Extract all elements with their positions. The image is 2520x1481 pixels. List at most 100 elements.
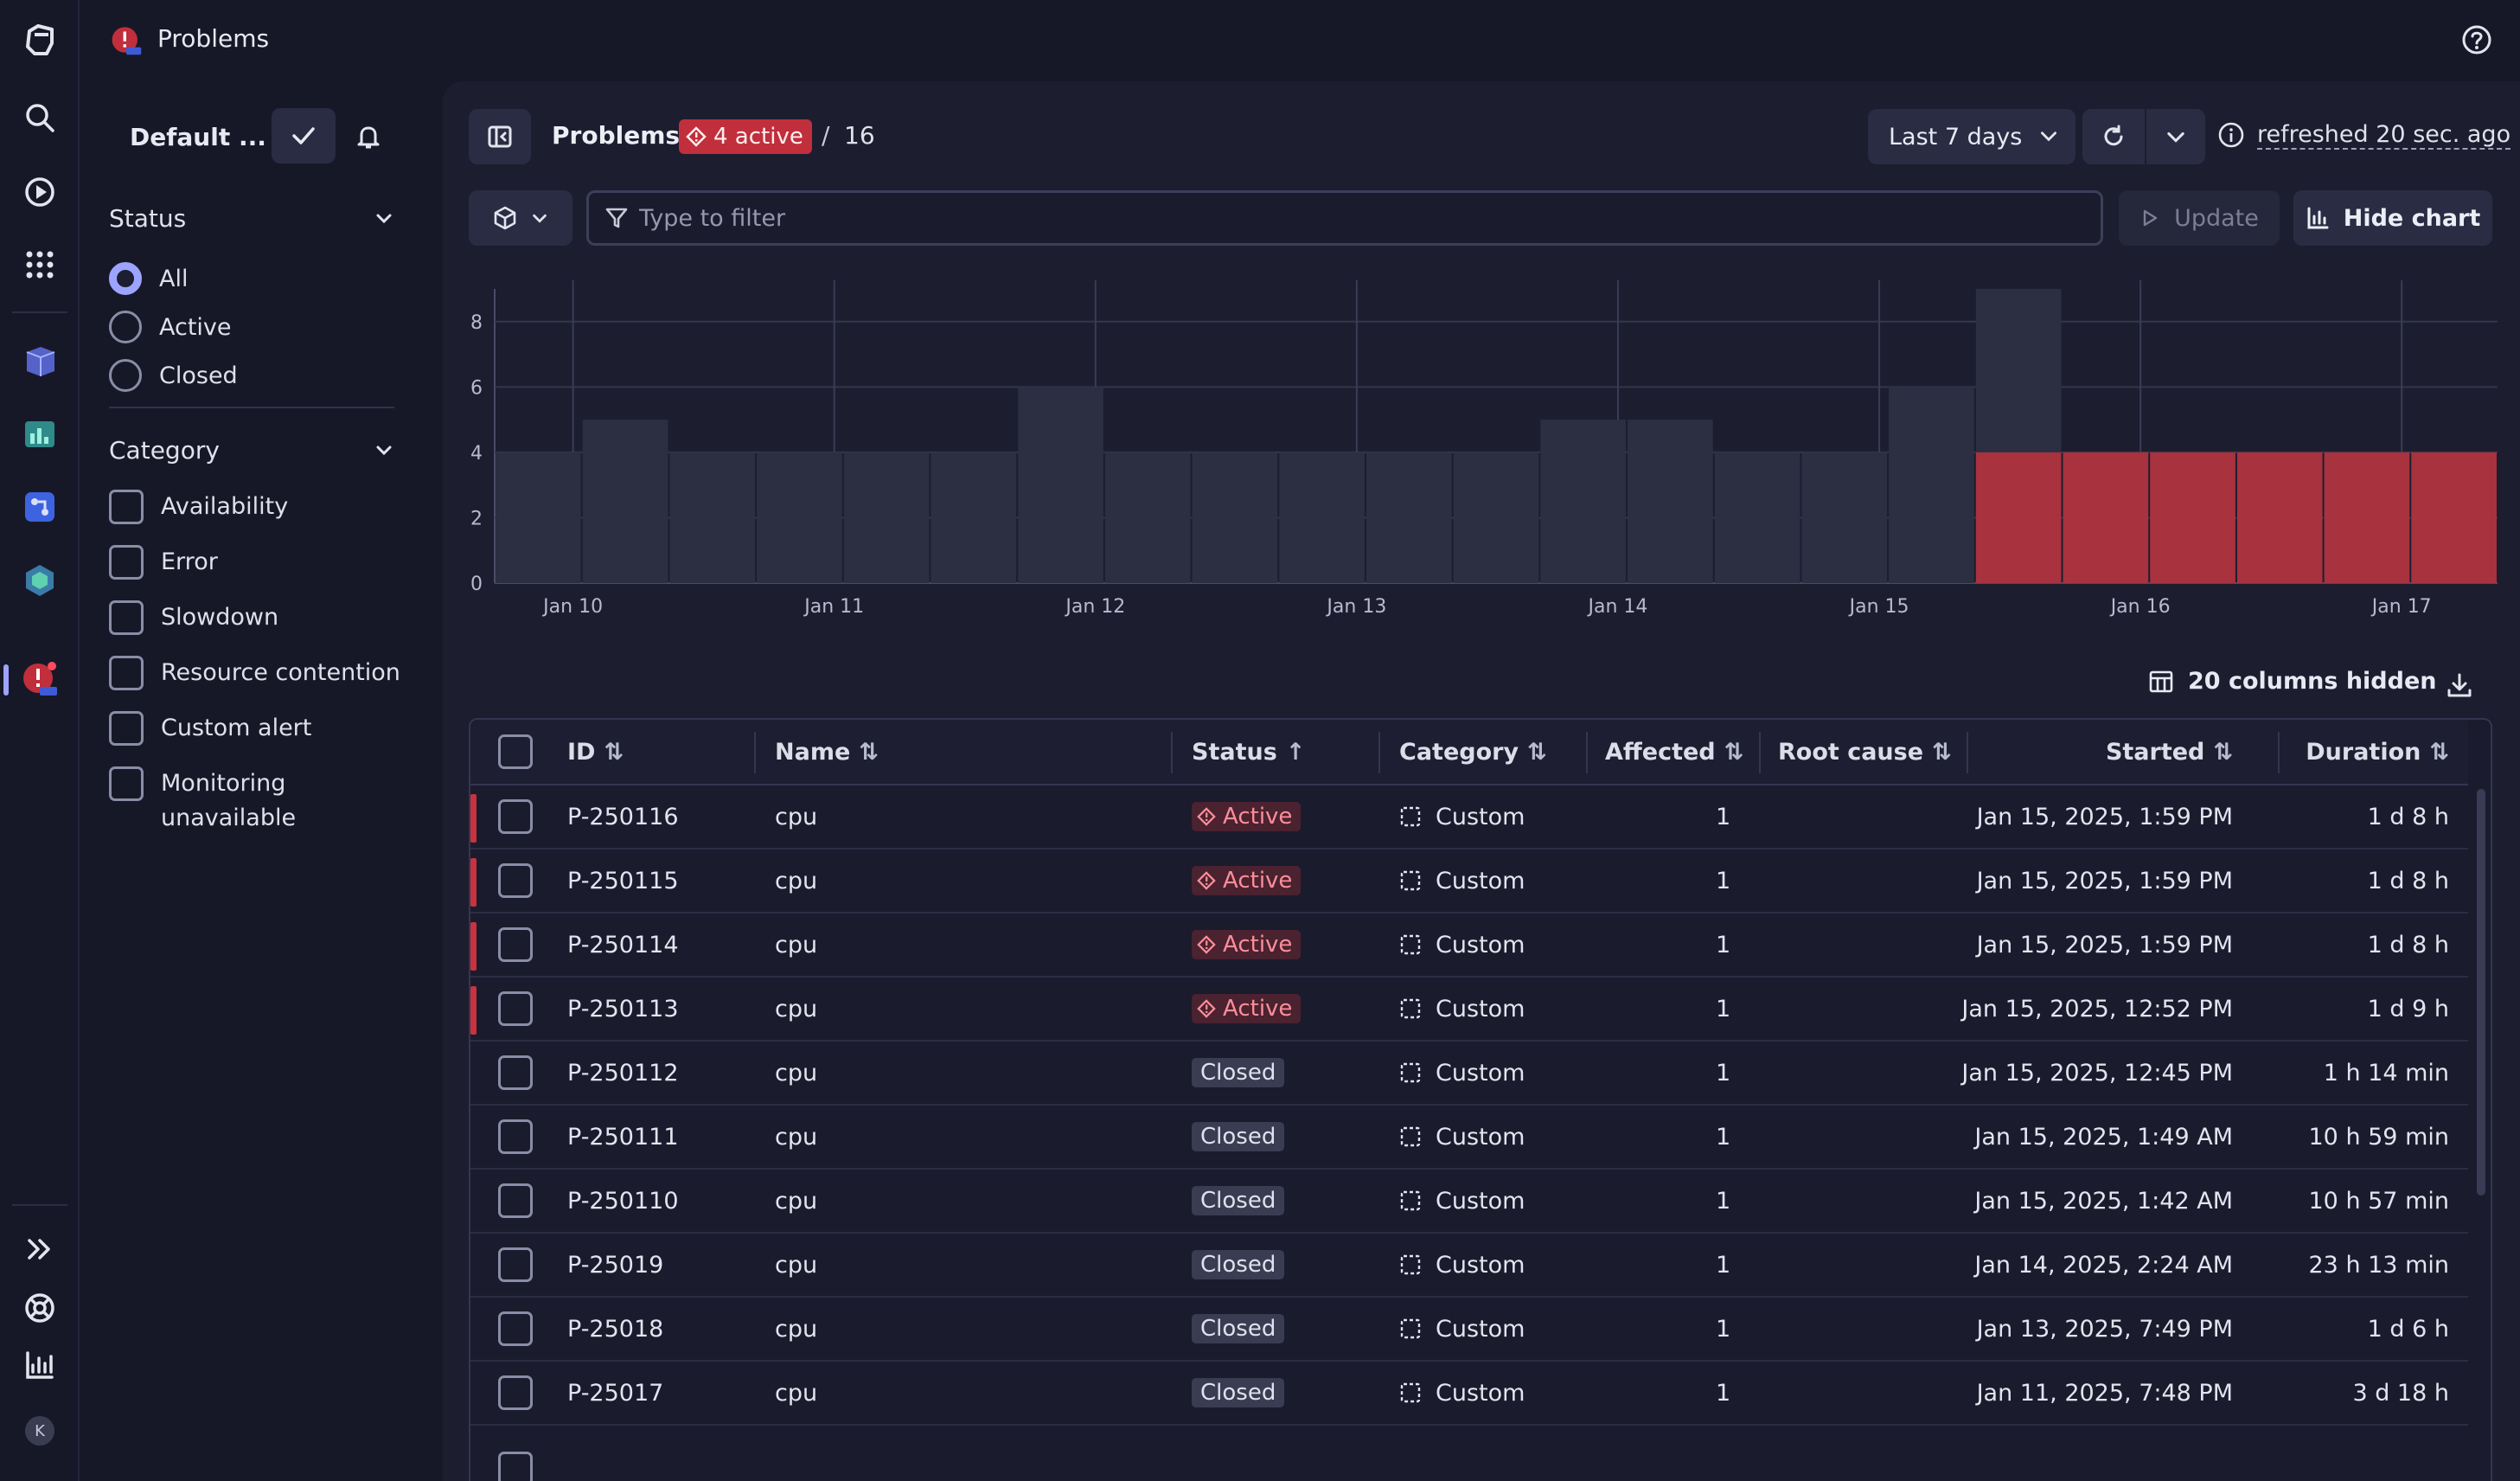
bar-total[interactable] bbox=[1889, 387, 1974, 583]
row-checkbox[interactable] bbox=[498, 785, 533, 848]
problem-id[interactable]: P-25019 bbox=[567, 1251, 664, 1279]
row-checkbox[interactable] bbox=[498, 1362, 533, 1424]
refreshed-timestamp[interactable]: refreshed 20 sec. ago bbox=[2257, 121, 2511, 150]
column-header-duration[interactable]: Duration ⇅ bbox=[2306, 720, 2449, 784]
category-checkbox-availability[interactable]: Availability bbox=[109, 490, 288, 524]
filter-preset-name[interactable]: Default ... bbox=[130, 123, 266, 151]
table-row[interactable]: P-250116 cpu Active Custom 1 Jan 15, 2025, 1:… bbox=[470, 785, 2468, 849]
support-icon[interactable] bbox=[19, 1287, 61, 1329]
bar-total[interactable] bbox=[1366, 452, 1452, 583]
bar-total[interactable] bbox=[931, 452, 1017, 583]
row-checkbox[interactable] bbox=[498, 914, 533, 976]
category-checkbox-custom-alert[interactable]: Custom alert bbox=[109, 711, 311, 746]
column-header-affected[interactable]: Affected ⇅ bbox=[1605, 720, 1743, 784]
problem-name[interactable]: cpu bbox=[775, 867, 818, 894]
problem-name[interactable]: cpu bbox=[775, 1379, 818, 1407]
active-count-badge[interactable]: 4 active bbox=[679, 119, 812, 154]
hide-chart-button[interactable]: Hide chart bbox=[2293, 190, 2492, 246]
problem-id[interactable]: P-250111 bbox=[567, 1123, 679, 1151]
update-button[interactable]: Update bbox=[2119, 190, 2280, 246]
problem-name[interactable]: cpu bbox=[775, 1315, 818, 1343]
problem-id[interactable]: P-250115 bbox=[567, 867, 679, 894]
table-scrollbar[interactable] bbox=[2477, 789, 2485, 1196]
workflows-app-icon[interactable] bbox=[19, 486, 61, 528]
category-checkbox-slowdown[interactable]: Slowdown bbox=[109, 600, 278, 635]
filter-field[interactable] bbox=[586, 190, 2103, 246]
status-radio-active[interactable]: Active bbox=[109, 308, 232, 346]
row-checkbox[interactable] bbox=[498, 1170, 533, 1232]
bar-active[interactable] bbox=[2324, 452, 2410, 583]
category-checkbox-error[interactable]: Error bbox=[109, 545, 218, 580]
status-radio-closed[interactable]: Closed bbox=[109, 356, 238, 394]
status-radio-all[interactable]: All bbox=[109, 260, 188, 298]
problem-id[interactable]: P-25017 bbox=[567, 1379, 664, 1407]
bar-total[interactable] bbox=[1279, 452, 1365, 583]
bar-total[interactable] bbox=[1801, 452, 1888, 583]
row-checkbox[interactable] bbox=[498, 1234, 533, 1296]
problems-app-icon[interactable] bbox=[19, 657, 61, 699]
refresh-button[interactable] bbox=[2082, 109, 2145, 164]
refresh-options-chevron-icon[interactable] bbox=[2146, 109, 2205, 164]
problem-name[interactable]: cpu bbox=[775, 803, 818, 830]
bar-total[interactable] bbox=[496, 452, 581, 583]
bar-total[interactable] bbox=[1192, 452, 1278, 583]
bar-total[interactable] bbox=[1714, 452, 1800, 583]
table-row[interactable]: P-250113 cpu Active Custom 1 Jan 15, 2025, 12… bbox=[470, 978, 2468, 1042]
problem-id[interactable]: P-250110 bbox=[567, 1187, 679, 1215]
status-section-toggle[interactable]: Status bbox=[109, 201, 394, 235]
timeframe-selector[interactable]: Last 7 days bbox=[1868, 109, 2075, 164]
table-row[interactable]: P-25019 cpu Closed Custom 1 Jan 14, 2025, 2:2… bbox=[470, 1234, 2468, 1298]
bar-active[interactable] bbox=[2150, 452, 2235, 583]
expand-rail-icon[interactable] bbox=[19, 1228, 61, 1270]
apps-grid-icon[interactable] bbox=[19, 244, 61, 285]
problem-id[interactable]: P-250112 bbox=[567, 1059, 679, 1087]
column-header-status[interactable]: Status ↑ bbox=[1192, 720, 1305, 784]
dynatrace-logo-icon[interactable] bbox=[19, 19, 61, 61]
bar-total[interactable] bbox=[1453, 452, 1539, 583]
problem-name[interactable]: cpu bbox=[775, 1251, 818, 1279]
problem-id[interactable]: P-25018 bbox=[567, 1315, 664, 1343]
row-checkbox[interactable] bbox=[498, 978, 533, 1040]
problem-id[interactable]: P-250116 bbox=[567, 803, 679, 830]
bar-total[interactable] bbox=[757, 452, 842, 583]
table-row[interactable]: P-250110 cpu Closed Custom 1 Jan 15, 2025, 1:… bbox=[470, 1170, 2468, 1234]
column-header-root-cause[interactable]: Root cause ⇅ bbox=[1778, 720, 1952, 784]
bar-active[interactable] bbox=[1975, 452, 2062, 583]
category-checkbox-monitoring-unavailable[interactable]: Monitoring unavailable bbox=[109, 766, 368, 836]
row-checkbox[interactable] bbox=[498, 1042, 533, 1104]
row-checkbox[interactable] bbox=[498, 1298, 533, 1360]
user-avatar[interactable]: K bbox=[19, 1410, 61, 1452]
bar-active[interactable] bbox=[2063, 452, 2149, 583]
help-icon[interactable] bbox=[2461, 24, 2492, 55]
problem-name[interactable]: cpu bbox=[775, 995, 818, 1023]
infrastructure-app-icon[interactable] bbox=[19, 341, 61, 382]
column-header-id[interactable]: ID ⇅ bbox=[567, 720, 624, 784]
segment-selector[interactable] bbox=[469, 190, 572, 246]
table-row[interactable]: P-250112 cpu Closed Custom 1 Jan 15, 2025, 12… bbox=[470, 1042, 2468, 1106]
download-icon[interactable] bbox=[2440, 666, 2478, 704]
problem-id[interactable]: P-250114 bbox=[567, 931, 679, 958]
bar-total[interactable] bbox=[582, 420, 668, 583]
apply-preset-button[interactable] bbox=[272, 108, 336, 163]
problem-name[interactable]: cpu bbox=[775, 931, 818, 958]
bar-total[interactable] bbox=[1018, 387, 1103, 583]
search-icon[interactable] bbox=[19, 97, 61, 138]
bar-active[interactable] bbox=[2411, 452, 2497, 583]
columns-hidden-button[interactable]: 20 columns hidden bbox=[2148, 668, 2437, 695]
table-row[interactable]: P-250111 cpu Closed Custom 1 Jan 15, 2025, 1:… bbox=[470, 1106, 2468, 1170]
problem-id[interactable]: P-250113 bbox=[567, 995, 679, 1023]
bar-total[interactable] bbox=[1540, 420, 1627, 583]
category-checkbox-resource-contention[interactable]: Resource contention bbox=[109, 656, 400, 690]
table-row[interactable]: P-250114 cpu Active Custom 1 Jan 15, 2025, 1:… bbox=[470, 914, 2468, 978]
bar-total[interactable] bbox=[1628, 420, 1713, 583]
select-all-checkbox[interactable] bbox=[498, 720, 533, 784]
column-header-category[interactable]: Category ⇅ bbox=[1399, 720, 1547, 784]
table-row[interactable]: P-250115 cpu Active Custom 1 Jan 15, 2025, 1:… bbox=[470, 849, 2468, 914]
column-header-name[interactable]: Name ⇅ bbox=[775, 720, 879, 784]
dashboards-app-icon[interactable] bbox=[19, 414, 61, 455]
davis-icon[interactable] bbox=[19, 171, 61, 213]
bar-total[interactable] bbox=[1104, 452, 1191, 583]
problem-name[interactable]: cpu bbox=[775, 1059, 818, 1087]
row-checkbox[interactable] bbox=[498, 849, 533, 912]
table-row[interactable] bbox=[470, 1426, 2468, 1481]
